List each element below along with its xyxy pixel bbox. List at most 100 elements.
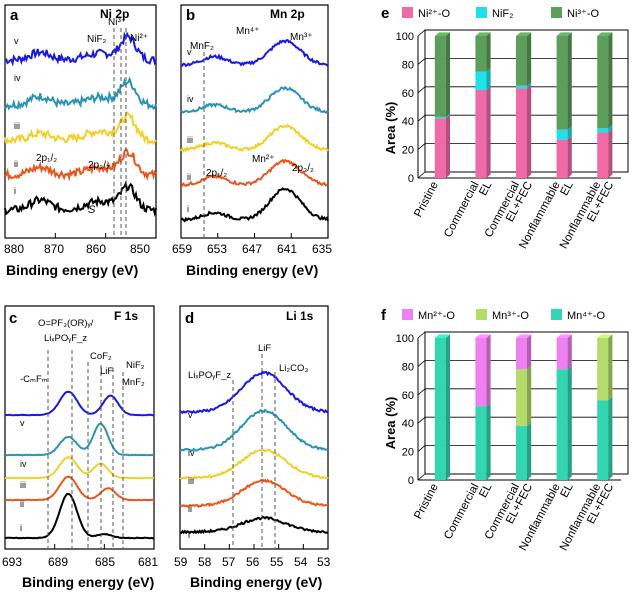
bars-e-top-2 <box>516 32 532 36</box>
peak-label-opf3: O=PF₃(OR)ᵧ/ <box>38 318 94 329</box>
bars-e-bar-4-0 <box>597 132 609 178</box>
bars-f-bar-1-2 <box>475 338 487 407</box>
xlabel-d: Binding energy (eV) <box>190 574 322 590</box>
panel-a-frame <box>4 4 157 239</box>
panel-c-ticks <box>4 544 155 549</box>
sample-iv-c: iv <box>20 459 27 469</box>
sample-v-a: v <box>14 36 19 46</box>
legend-f-label-1: Mn³⁺-O <box>492 310 529 322</box>
peak-label-mn2: Mn²⁺ <box>252 154 275 165</box>
bars-e-bar-4-1 <box>597 128 609 133</box>
axes-e-ytick-1: 20 <box>402 145 414 157</box>
xtick-b-635: 635 <box>312 242 332 256</box>
peak-label-mnf2-c: MnF₂ <box>122 377 145 388</box>
panel-b: b Mn 2p MnF₂ Mn⁴⁺ Mn³⁺ Mn²⁺ 2p₁/₂ 2p₃/₂ … <box>172 4 332 278</box>
sample-v-b: v <box>187 47 192 57</box>
sample-i-a: i <box>14 186 16 196</box>
bars-e-side-1-0 <box>486 86 491 178</box>
legend-f-swatch-0 <box>551 309 562 320</box>
sample-v-c: v <box>20 418 25 428</box>
legend-f-swatch-1 <box>476 309 487 320</box>
axes-e-diag-1 <box>417 143 426 150</box>
label-satellite: S <box>88 204 96 216</box>
panel-d-frame <box>179 305 329 550</box>
bars-f-top-0 <box>434 334 450 338</box>
peak-label-ni2: Ni²⁺ <box>130 33 148 44</box>
panel-c-curves <box>4 350 155 549</box>
legend-e-label-2: Ni³⁺-O <box>567 8 600 20</box>
curves-c-curve-iii <box>4 456 155 480</box>
xtick-a-860: 860 <box>86 242 106 256</box>
panel-c-title: F 1s <box>114 309 138 323</box>
bars-e-bar-0-2 <box>434 36 446 117</box>
cats-e-label-0-0: Pristine <box>412 180 441 220</box>
axes-e-ytick-4: 80 <box>402 59 414 71</box>
bars-f-side-2-1 <box>527 365 532 427</box>
panel-a-title: Ni 2p <box>100 7 129 21</box>
curves-a-curve-v <box>4 31 157 67</box>
curves-b-curve-i <box>180 187 329 223</box>
curves-d-curve-iv <box>179 408 329 452</box>
sample-v-d: v <box>188 410 193 420</box>
bars-e-bar-2-1 <box>516 85 527 89</box>
sample-i-d: i <box>188 530 190 540</box>
sample-ii-d: ii <box>188 504 192 514</box>
bars-f-bar-0-0 <box>434 338 446 480</box>
bars-e-top-0 <box>434 32 450 36</box>
curves-d-curve-i <box>179 515 329 535</box>
axes-f-ytick-4: 80 <box>402 361 414 373</box>
peak-label-ni3: Ni³⁺ <box>108 17 126 28</box>
legend-e-label-0: Ni²⁺-O <box>418 8 451 20</box>
axes-f-diag-4 <box>417 360 426 367</box>
xtick-c-689: 689 <box>48 555 68 569</box>
panel-c-letter: c <box>9 310 17 327</box>
curves-a-curve-iii <box>4 111 157 146</box>
bars-e-bar-1-2 <box>475 36 487 72</box>
sample-iv-b: iv <box>187 94 194 104</box>
sample-iii-a: iii <box>14 121 20 131</box>
peak-label-lif-d: LiF <box>258 343 271 354</box>
bars-f-bar-4-0 <box>597 400 609 480</box>
axes-f-ytick-0: 0 <box>408 475 414 487</box>
xtick-c-693: 693 <box>2 555 22 569</box>
xlabel-b: Binding energy (eV) <box>186 262 318 278</box>
bars-e-bar-3-1 <box>556 129 568 140</box>
curves-c-curve-iv <box>4 422 155 457</box>
panel-f: f Mn²⁺-O Mn³⁺-O Mn⁴⁺-O Area (%) 0 20 40 60 8… <box>381 307 629 553</box>
sample-i-b: i <box>187 204 189 214</box>
bars-e-side-0-1 <box>445 113 450 119</box>
curves-c-curve-ii <box>4 475 155 502</box>
bars-e-side-2-0 <box>527 84 532 178</box>
cats-f-label-0-0: Pristine <box>412 482 441 522</box>
panel-a-curves <box>4 28 157 238</box>
bars-e-top-1 <box>475 32 491 36</box>
category-labels-e: Pristine CommercialELCommercialEL+FECNonf… <box>412 179 616 251</box>
legend-f-label-2: Mn²⁺-O <box>418 310 455 322</box>
xtick-d-56: 56 <box>246 555 260 569</box>
cats-f-label-1-1: EL <box>477 481 494 500</box>
curves-b-curve-iv <box>180 85 329 115</box>
bars-e-side-2-2 <box>527 32 532 86</box>
axes-e-diag-4 <box>417 58 426 65</box>
label-2p32-a: 2p₃/₂ <box>88 160 110 171</box>
panel-c-frame <box>4 305 155 550</box>
bars-f-side-3-0 <box>567 365 572 480</box>
label-2p32-b: 2p₃/₂ <box>292 163 314 174</box>
curves-d-curve-iii <box>179 448 329 481</box>
peak-label-mnf2-b: MnF₂ <box>190 41 214 52</box>
bars-f-side-4-0 <box>608 396 613 480</box>
panel-d-curves <box>179 354 329 549</box>
peak-label-lipof-c: LiₓPOᵧF_z <box>44 333 87 344</box>
bars-f-bar-1-0 <box>475 406 487 480</box>
curves-b-curve-v <box>181 39 329 68</box>
bars-e-side-2-1 <box>527 82 532 89</box>
bars-f-side-2-0 <box>527 422 532 480</box>
panel-b-ticks <box>180 233 329 238</box>
xtick-d-57: 57 <box>222 555 236 569</box>
xtick-b-641: 641 <box>277 242 297 256</box>
bars-f-top-3 <box>556 334 572 338</box>
panel-d: d Li 1s LiₓPOᵧF_z LiF Li₂CO₃ v iv iii ii… <box>174 305 331 590</box>
bars-e-side-3-0 <box>567 136 572 178</box>
bars-e-bar-2-2 <box>516 36 527 86</box>
